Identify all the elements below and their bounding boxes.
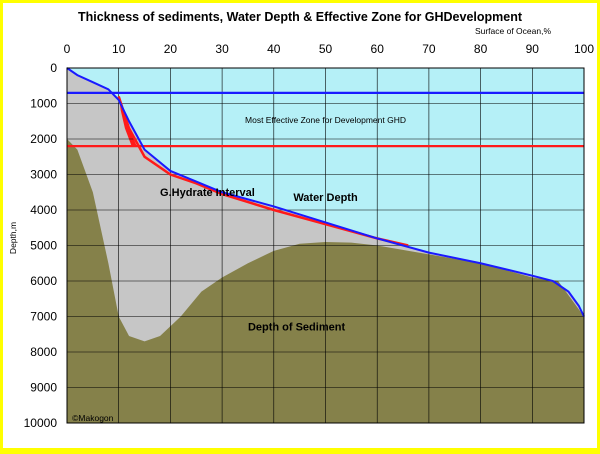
plot-border bbox=[66, 67, 585, 424]
x-axis-label: Surface of Ocean,% bbox=[475, 26, 552, 36]
x-tick-label: 100 bbox=[574, 42, 594, 56]
x-tick-label: 20 bbox=[164, 42, 178, 56]
series-line-water-depth bbox=[66, 67, 585, 317]
y-tick-label: 10000 bbox=[24, 416, 58, 430]
chart-annotation: ©Makogon bbox=[72, 413, 114, 423]
chart-annotation: Depth of Sediment bbox=[248, 322, 346, 334]
y-tick-label: 9000 bbox=[30, 381, 57, 395]
x-tick-label: 70 bbox=[422, 42, 436, 56]
x-tick-label: 90 bbox=[526, 42, 540, 56]
plot-area bbox=[66, 67, 585, 424]
chart-annotation: Most Effective Zone for Development GHD bbox=[245, 115, 406, 125]
chart-title: Thickness of sediments, Water Depth & Ef… bbox=[78, 10, 523, 24]
x-tick-label: 50 bbox=[319, 42, 333, 56]
y-tick-label: 8000 bbox=[30, 345, 57, 359]
chart-svg: Thickness of sediments, Water Depth & Ef… bbox=[8, 10, 595, 430]
y-tick-label: 1000 bbox=[30, 97, 57, 111]
y-tick-label: 4000 bbox=[30, 203, 57, 217]
x-tick-label: 40 bbox=[267, 42, 281, 56]
y-tick-label: 2000 bbox=[30, 132, 57, 146]
x-tick-label: 60 bbox=[371, 42, 385, 56]
y-tick-label: 0 bbox=[50, 61, 57, 75]
annotations: Most Effective Zone for Development GHD G… bbox=[72, 115, 406, 423]
y-tick-label: 5000 bbox=[30, 239, 57, 253]
y-axis-label: Depth,m bbox=[8, 222, 18, 254]
x-tick-label: 30 bbox=[215, 42, 229, 56]
chart-annotation: G.Hydrate Interval bbox=[160, 187, 255, 199]
y-tick-label: 6000 bbox=[30, 274, 57, 288]
axis-ticks: 0 10 20 30 40 50 60 70 80 90 100010002000300040005… bbox=[24, 42, 595, 430]
x-tick-label: 0 bbox=[64, 42, 71, 56]
x-tick-label: 10 bbox=[112, 42, 126, 56]
x-tick-label: 80 bbox=[474, 42, 488, 56]
y-tick-label: 3000 bbox=[30, 168, 57, 182]
y-tick-label: 7000 bbox=[30, 310, 57, 324]
chart-annotation: Water Depth bbox=[293, 192, 358, 204]
